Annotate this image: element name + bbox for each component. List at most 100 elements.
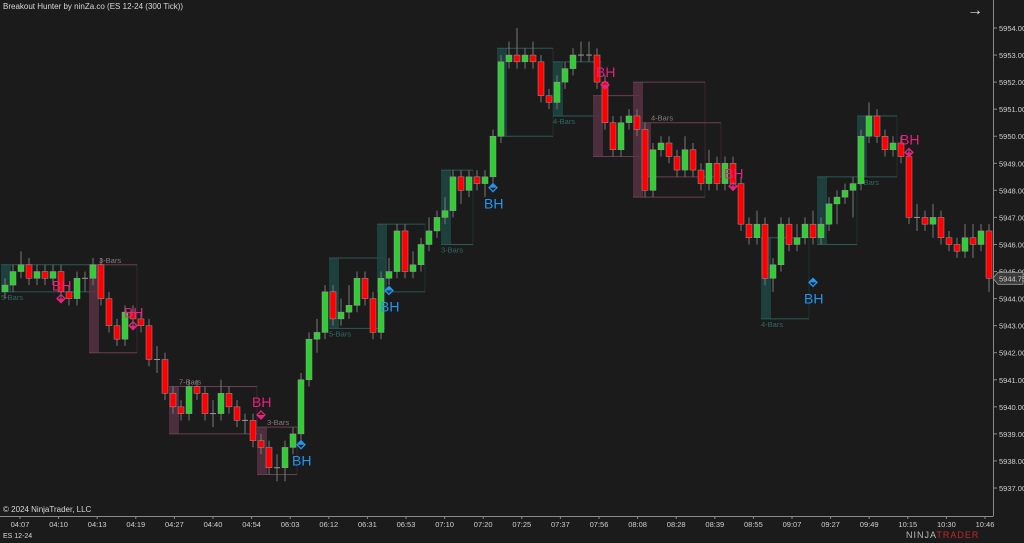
candle	[793, 224, 801, 252]
candle-body	[201, 393, 209, 414]
candle	[137, 312, 145, 333]
candle-body	[617, 122, 625, 151]
candle	[217, 379, 225, 421]
candle	[33, 264, 41, 286]
x-tick-label: 04:54	[242, 520, 261, 529]
candle-body	[297, 379, 305, 435]
candle-body	[921, 217, 929, 225]
candle	[337, 298, 345, 326]
candle-body	[905, 156, 913, 218]
box-label: 4-Bars	[761, 320, 783, 329]
candle	[441, 197, 449, 225]
candle	[169, 386, 177, 414]
candle-body	[961, 237, 969, 252]
candle-body	[545, 95, 553, 103]
candle-body	[9, 271, 17, 286]
candle-body	[761, 223, 769, 279]
candle	[9, 264, 17, 292]
time-axis[interactable]: 04:07 04:10 04:13 04:19 04:27 04:40 04:54 06:03…	[11, 516, 995, 529]
candle-body	[41, 271, 49, 279]
bearish-signal: BH	[52, 278, 71, 304]
x-tick-label: 07:10	[435, 520, 454, 529]
diamond-fill	[385, 286, 393, 291]
candle-body	[537, 61, 545, 96]
candle	[185, 379, 193, 421]
box-label: 3-Bars	[441, 245, 463, 254]
candle-body	[65, 291, 73, 299]
candle	[953, 237, 961, 259]
y-tick-label: 5939.00	[999, 430, 1024, 439]
candle	[641, 122, 649, 198]
arrow-right-icon[interactable]: →	[967, 2, 983, 19]
box-shade	[817, 176, 827, 245]
candle	[929, 203, 937, 238]
candle	[905, 149, 913, 225]
candle-body	[289, 433, 297, 448]
candle	[274, 454, 280, 482]
candle	[25, 258, 33, 286]
candle	[713, 156, 721, 191]
candle-body	[609, 122, 617, 151]
candle	[673, 149, 681, 177]
candle	[17, 251, 25, 279]
candle-body	[849, 183, 857, 191]
signal-label: BH	[124, 305, 143, 321]
price-axis[interactable]: 5954.00 5953.00 5952.00 5951.00 5950.00 5949.…	[993, 24, 1024, 493]
y-tick-label: 5954.00	[999, 24, 1024, 33]
candle	[281, 440, 289, 482]
candle-body	[89, 264, 97, 279]
candle	[1, 278, 9, 299]
candle	[97, 258, 105, 306]
candle	[417, 237, 425, 272]
box-label: 4-Bars	[553, 117, 575, 126]
candle	[945, 230, 953, 252]
candle	[225, 386, 233, 414]
copyright-text: © 2024 NinjaTrader, LLC	[3, 505, 92, 514]
x-tick-label: 09:07	[783, 520, 802, 529]
candle-body	[737, 183, 745, 225]
candle-body	[489, 135, 497, 178]
candle	[201, 386, 209, 421]
candle-body	[705, 163, 713, 184]
candle	[105, 291, 113, 333]
candle-body	[593, 54, 601, 83]
box-label: 4-Bars	[651, 114, 673, 123]
candle	[761, 217, 769, 286]
candle-body	[121, 311, 129, 340]
signal-label: BH	[900, 131, 919, 147]
candle	[553, 75, 561, 110]
candle	[353, 271, 361, 313]
y-tick-label: 5946.00	[999, 240, 1024, 249]
y-tick-label: 5944.00	[999, 295, 1024, 304]
breakout-box	[377, 223, 426, 293]
candle	[521, 48, 529, 69]
x-tick-label: 04:19	[126, 520, 145, 529]
box-shade	[1, 264, 11, 292]
y-tick-label: 5941.00	[999, 376, 1024, 385]
candle-body	[457, 176, 465, 191]
diamond-fill	[257, 414, 265, 419]
y-tick-label: 5953.00	[999, 51, 1024, 60]
candle-body	[657, 142, 665, 151]
candle-body	[841, 190, 849, 198]
candle	[729, 156, 737, 191]
candle	[865, 102, 873, 144]
candle	[889, 136, 897, 157]
diamond-fill	[809, 278, 817, 283]
candle	[897, 136, 905, 164]
box-shade	[377, 224, 387, 292]
candle-body	[553, 81, 561, 103]
bullish-signal: BH	[804, 277, 823, 306]
candles	[1, 28, 993, 482]
box-shade	[441, 170, 451, 245]
candle	[457, 170, 465, 204]
bearish-signal: BH	[596, 64, 615, 90]
diamond-fill	[905, 152, 913, 157]
candle-body	[353, 278, 361, 306]
signal-label: BH	[724, 165, 743, 181]
candle-body	[473, 176, 481, 184]
candle	[82, 271, 88, 292]
candle	[65, 285, 73, 306]
candle	[385, 258, 393, 286]
